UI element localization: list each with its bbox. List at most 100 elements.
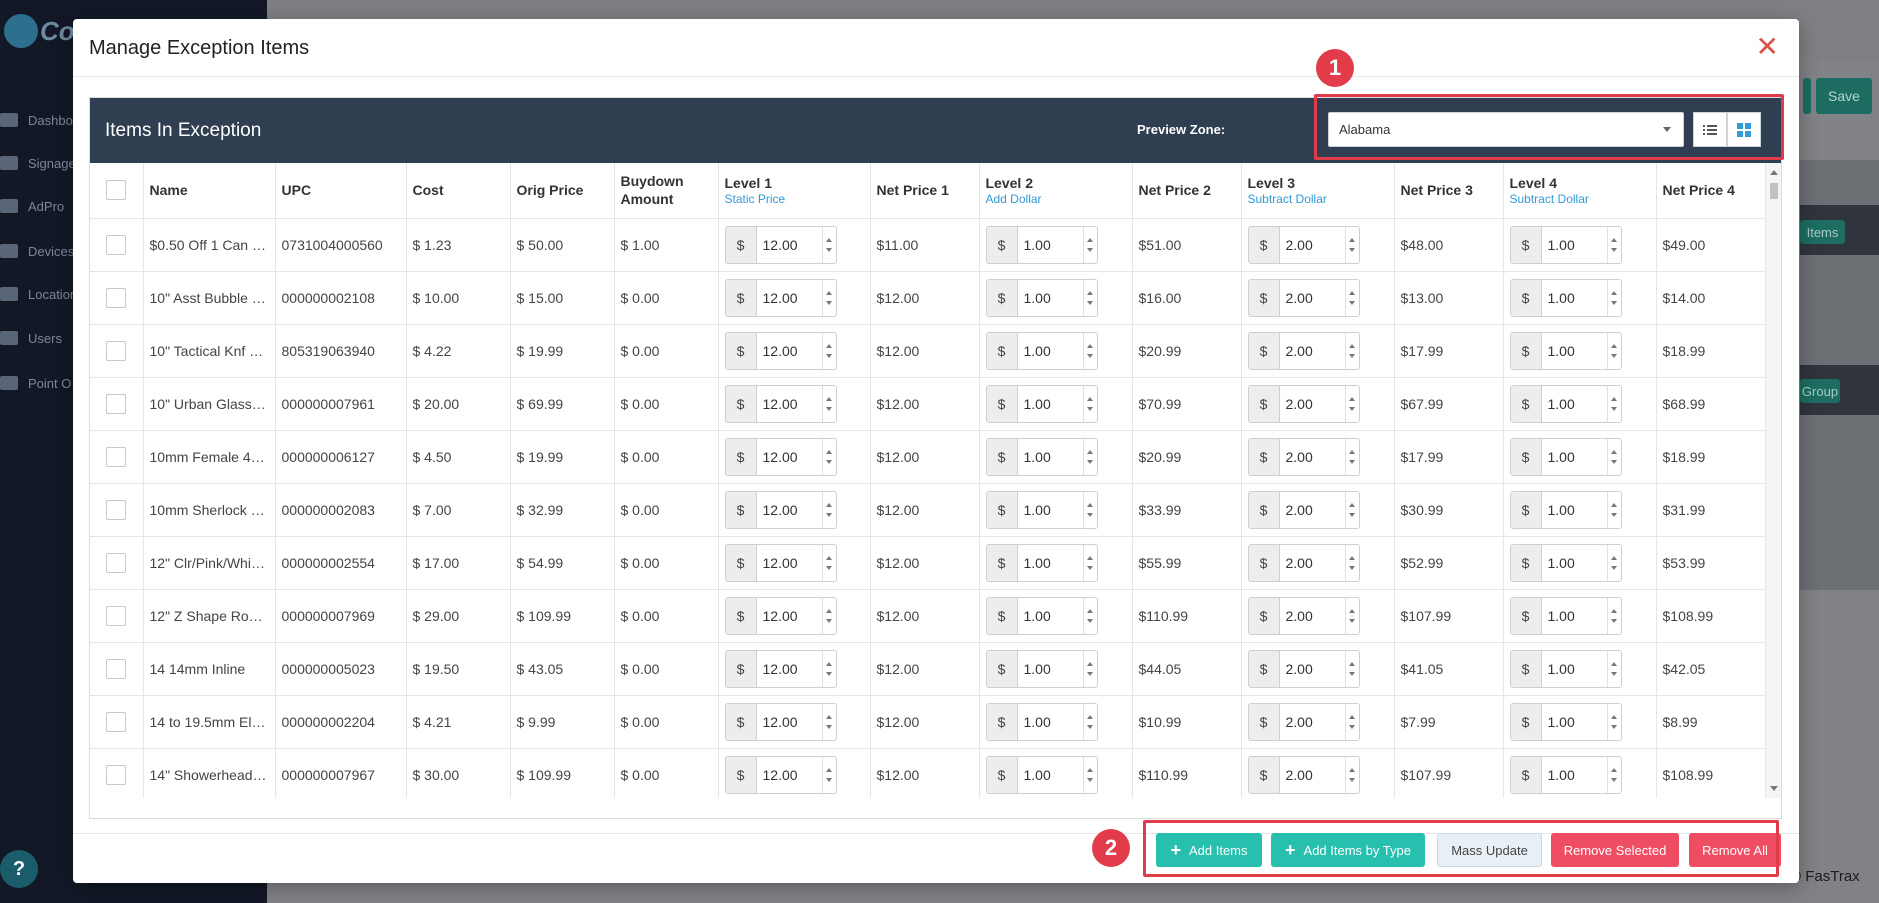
stepper-arrows[interactable] (1082, 650, 1097, 687)
row-checkbox[interactable] (106, 658, 127, 679)
chevron-up-icon[interactable] (826, 290, 832, 295)
stepper-arrows[interactable] (1082, 756, 1097, 793)
l1-value-input[interactable]: 12.00 (762, 236, 798, 253)
stepper-arrows[interactable] (1344, 756, 1359, 793)
chevron-up-icon[interactable] (1611, 237, 1617, 242)
l1-value-stepper[interactable]: $12.00 (724, 649, 837, 688)
chevron-down-icon[interactable] (1349, 353, 1355, 358)
stepper-arrows[interactable] (821, 756, 836, 793)
chevron-down-icon[interactable] (1349, 671, 1355, 676)
chevron-up-icon[interactable] (1611, 767, 1617, 772)
chevron-down-icon[interactable] (1349, 777, 1355, 782)
l1-value-stepper[interactable]: $12.00 (724, 437, 837, 476)
row-checkbox[interactable] (106, 287, 127, 308)
column-header-check[interactable] (90, 163, 144, 219)
add-items-by-type-button[interactable]: + Add Items by Type (1271, 833, 1425, 867)
grid-view-button[interactable] (1727, 112, 1761, 147)
l1-value-stepper[interactable]: $12.00 (724, 225, 837, 264)
l2-value-stepper[interactable]: $1.00 (985, 225, 1098, 264)
chevron-up-icon[interactable] (1611, 396, 1617, 401)
chevron-up-icon[interactable] (1611, 502, 1617, 507)
stepper-arrows[interactable] (1344, 703, 1359, 740)
chevron-down-icon[interactable] (1349, 512, 1355, 517)
l3-value-input[interactable]: 2.00 (1285, 766, 1313, 783)
l4-value-input[interactable]: 1.00 (1547, 660, 1575, 677)
stepper-arrows[interactable] (821, 226, 836, 263)
chevron-down-icon[interactable] (826, 777, 832, 782)
chevron-up-icon[interactable] (826, 396, 832, 401)
chevron-up-icon[interactable] (1349, 767, 1355, 772)
l3-value-input[interactable]: 2.00 (1285, 342, 1313, 359)
stepper-arrows[interactable] (1606, 703, 1621, 740)
chevron-up-icon[interactable] (1349, 608, 1355, 613)
l1-value-input[interactable]: 12.00 (762, 766, 798, 783)
l3-value-stepper[interactable]: $2.00 (1247, 543, 1360, 582)
chevron-down-icon[interactable] (1611, 512, 1617, 517)
chevron-up-icon[interactable] (1349, 290, 1355, 295)
l4-value-stepper[interactable]: $1.00 (1509, 437, 1622, 476)
stepper-arrows[interactable] (821, 650, 836, 687)
stepper-arrows[interactable] (1606, 438, 1621, 475)
l4-value-stepper[interactable]: $1.00 (1509, 490, 1622, 529)
chevron-down-icon[interactable] (1611, 565, 1617, 570)
l4-value-input[interactable]: 1.00 (1547, 289, 1575, 306)
chevron-up-icon[interactable] (826, 502, 832, 507)
preview-zone-select[interactable]: Alabama (1328, 112, 1684, 147)
chevron-down-icon[interactable] (1349, 459, 1355, 464)
chevron-up-icon[interactable] (826, 661, 832, 666)
l1-value-stepper[interactable]: $12.00 (724, 755, 837, 794)
row-checkbox[interactable] (106, 499, 127, 520)
chevron-up-icon[interactable] (1349, 449, 1355, 454)
l1-value-stepper[interactable]: $12.00 (724, 278, 837, 317)
stepper-arrows[interactable] (1606, 279, 1621, 316)
add-items-button[interactable]: + Add Items (1156, 833, 1262, 867)
stepper-arrows[interactable] (1344, 438, 1359, 475)
l2-value-stepper[interactable]: $1.00 (985, 755, 1098, 794)
stepper-arrows[interactable] (1082, 385, 1097, 422)
stepper-arrows[interactable] (1606, 544, 1621, 581)
l2-value-stepper[interactable]: $1.00 (985, 437, 1098, 476)
l4-value-stepper[interactable]: $1.00 (1509, 331, 1622, 370)
chevron-up-icon[interactable] (826, 343, 832, 348)
l2-value-input[interactable]: 1.00 (1023, 660, 1051, 677)
chevron-down-icon[interactable] (826, 618, 832, 623)
stepper-arrows[interactable] (1606, 650, 1621, 687)
chevron-down-icon[interactable] (1087, 724, 1093, 729)
chevron-down-icon[interactable] (1611, 247, 1617, 252)
cell-check[interactable] (90, 483, 144, 537)
chevron-down-icon[interactable] (826, 512, 832, 517)
l4-value-input[interactable]: 1.00 (1547, 342, 1575, 359)
chevron-down-icon[interactable] (1087, 777, 1093, 782)
cell-check[interactable] (90, 589, 144, 643)
chevron-up-icon[interactable] (1611, 714, 1617, 719)
l3-value-stepper[interactable]: $2.00 (1247, 225, 1360, 264)
chevron-down-icon[interactable] (1087, 618, 1093, 623)
chevron-up-icon[interactable] (1087, 343, 1093, 348)
chevron-up-icon[interactable] (1087, 396, 1093, 401)
chevron-down-icon[interactable] (1611, 353, 1617, 358)
l1-value-input[interactable]: 12.00 (762, 501, 798, 518)
chevron-up-icon[interactable] (1087, 555, 1093, 560)
cell-check[interactable] (90, 430, 144, 484)
cell-check[interactable] (90, 695, 144, 749)
table-scrollbar[interactable] (1765, 163, 1781, 798)
chevron-down-icon[interactable] (1611, 459, 1617, 464)
l3-value-input[interactable]: 2.00 (1285, 289, 1313, 306)
l2-value-stepper[interactable]: $1.00 (985, 278, 1098, 317)
select-all-checkbox[interactable] (106, 180, 127, 201)
cell-check[interactable] (90, 536, 144, 590)
chevron-up-icon[interactable] (1611, 608, 1617, 613)
l1-value-stepper[interactable]: $12.00 (724, 702, 837, 741)
l4-value-stepper[interactable]: $1.00 (1509, 278, 1622, 317)
l1-value-input[interactable]: 12.00 (762, 395, 798, 412)
l4-value-stepper[interactable]: $1.00 (1509, 596, 1622, 635)
stepper-arrows[interactable] (821, 332, 836, 369)
l4-value-input[interactable]: 1.00 (1547, 236, 1575, 253)
chevron-up-icon[interactable] (1087, 237, 1093, 242)
l4-value-input[interactable]: 1.00 (1547, 554, 1575, 571)
l1-value-input[interactable]: 12.00 (762, 554, 798, 571)
l3-value-input[interactable]: 2.00 (1285, 395, 1313, 412)
chevron-down-icon[interactable] (1349, 406, 1355, 411)
l3-value-input[interactable]: 2.00 (1285, 554, 1313, 571)
stepper-arrows[interactable] (1344, 491, 1359, 528)
